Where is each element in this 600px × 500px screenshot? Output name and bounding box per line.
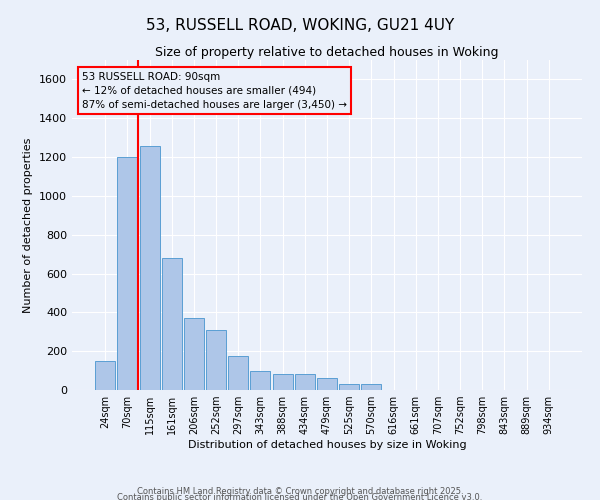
Bar (162, 258, 182, 390)
Bar (95, 361, 115, 390)
Bar (295, 374, 315, 390)
Bar (317, 378, 337, 390)
X-axis label: Distribution of detached houses by size in Woking: Distribution of detached houses by size … (188, 440, 466, 450)
Text: 53, RUSSELL ROAD, WOKING, GU21 4UY: 53, RUSSELL ROAD, WOKING, GU21 4UY (146, 18, 454, 32)
Bar (228, 356, 248, 390)
Bar (361, 384, 382, 390)
Text: Contains public sector information licensed under the Open Government Licence v3: Contains public sector information licen… (118, 492, 482, 500)
Bar (184, 318, 204, 390)
Bar (140, 146, 160, 390)
Bar (272, 374, 293, 390)
Bar (206, 330, 226, 390)
Bar (339, 384, 359, 390)
Bar (250, 370, 271, 390)
Y-axis label: Number of detached properties: Number of detached properties (23, 138, 34, 312)
Title: Size of property relative to detached houses in Woking: Size of property relative to detached ho… (155, 46, 499, 59)
Text: Contains HM Land Registry data © Crown copyright and database right 2025.: Contains HM Land Registry data © Crown c… (137, 487, 463, 496)
Bar (118, 157, 137, 390)
Text: 53 RUSSELL ROAD: 90sqm
← 12% of detached houses are smaller (494)
87% of semi-de: 53 RUSSELL ROAD: 90sqm ← 12% of detached… (82, 72, 347, 110)
